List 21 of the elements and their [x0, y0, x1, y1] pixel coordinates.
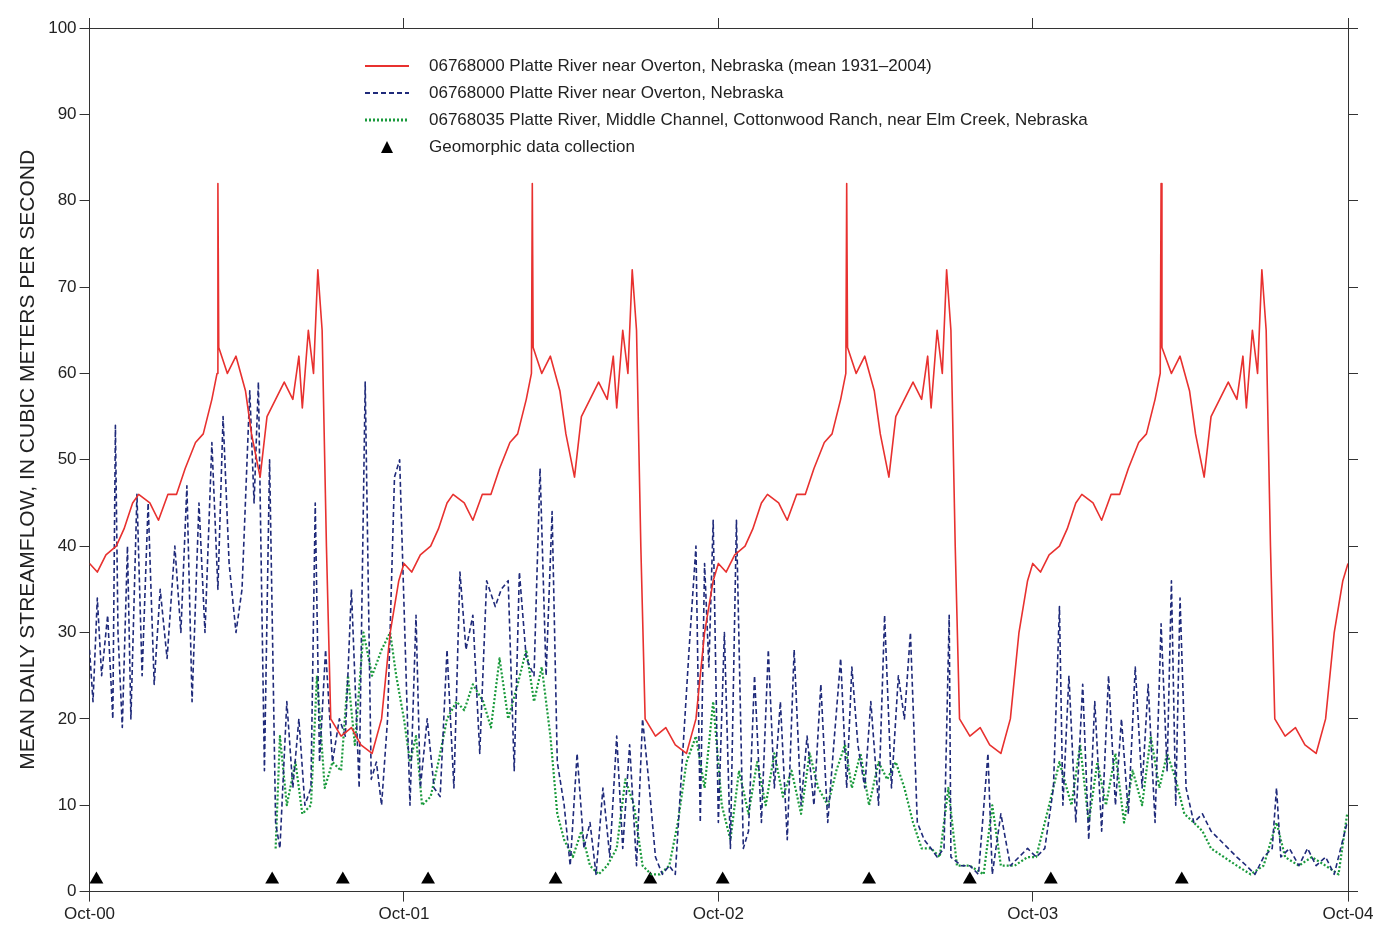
- y-tick-label: 60: [57, 363, 77, 383]
- x-tick-label: Oct-04: [1322, 904, 1374, 924]
- y-tick-label: 40: [57, 535, 77, 555]
- y-tick-label: 90: [57, 104, 77, 124]
- x-tick-label: Oct-00: [64, 904, 116, 924]
- y-axis-title: MEAN DAILY STREAMFLOW, IN CUBIC METERS PER SECOND: [15, 149, 39, 770]
- y-tick-label: 20: [57, 708, 77, 728]
- x-tick-label: Oct-03: [1007, 904, 1059, 924]
- y-tick-label: 100: [48, 17, 77, 37]
- y-tick-label: 70: [57, 276, 77, 296]
- legend-label: Geomorphic data collection: [429, 136, 636, 157]
- legend-label: 06768000 Platte River near Overton, Nebraska: [429, 82, 784, 103]
- legend-label: 06768000 Platte River near Overton, Nebraska (mean 1931–2004): [429, 55, 932, 76]
- y-tick-label: 50: [57, 449, 77, 469]
- x-tick-label: Oct-02: [692, 904, 744, 924]
- x-tick-label: Oct-01: [378, 904, 430, 924]
- legend-label: 06768035 Platte River, Middle Channel, Cottonwood Ranch, near Elm Creek, Nebraska: [429, 109, 1088, 130]
- y-tick-label: 30: [57, 622, 77, 642]
- y-tick-label: 0: [67, 881, 77, 901]
- y-tick-label: 10: [57, 794, 77, 814]
- y-tick-label: 80: [57, 190, 77, 210]
